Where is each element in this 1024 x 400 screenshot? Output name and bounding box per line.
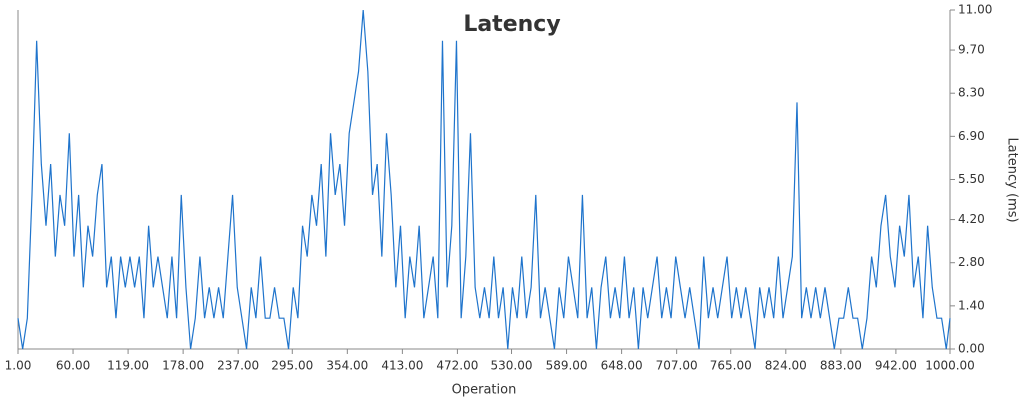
x-axis-label: Operation — [452, 383, 517, 398]
chart-title: Latency — [463, 12, 560, 37]
x-tick-label: 295.00 — [271, 359, 313, 373]
y-tick-label: 4.20 — [958, 212, 985, 226]
x-tick-label: 883.00 — [820, 359, 862, 373]
y-tick-label: 0.00 — [958, 342, 985, 356]
y-tick-label: 9.70 — [958, 43, 985, 57]
x-tick-label: 354.00 — [326, 359, 368, 373]
x-tick-label: 178.00 — [162, 359, 204, 373]
x-tick-label: 60.00 — [56, 359, 90, 373]
y-tick-label: 11.00 — [958, 3, 992, 17]
x-tick-label: 1.00 — [5, 359, 32, 373]
x-tick-label: 648.00 — [601, 359, 643, 373]
x-tick-label: 472.00 — [436, 359, 478, 373]
x-tick-label: 765.00 — [710, 359, 752, 373]
x-tick-label: 942.00 — [875, 359, 917, 373]
x-tick-label: 119.00 — [107, 359, 149, 373]
y-tick-label: 6.90 — [958, 129, 985, 143]
x-tick-label: 413.00 — [381, 359, 423, 373]
y-axis-label: Latency (ms) — [1005, 137, 1020, 222]
y-tick-label: 5.50 — [958, 172, 985, 186]
x-tick-label: 530.00 — [491, 359, 533, 373]
x-tick-label: 707.00 — [656, 359, 698, 373]
y-tick-label: 1.40 — [958, 298, 985, 312]
y-tick-label: 8.30 — [958, 86, 985, 100]
x-tick-label: 589.00 — [546, 359, 588, 373]
y-tick-label: 2.80 — [958, 255, 985, 269]
x-tick-label: 1000.00 — [925, 359, 975, 373]
latency-line — [17, 9, 951, 350]
x-tick-label: 237.00 — [217, 359, 259, 373]
x-tick-label: 824.00 — [765, 359, 807, 373]
